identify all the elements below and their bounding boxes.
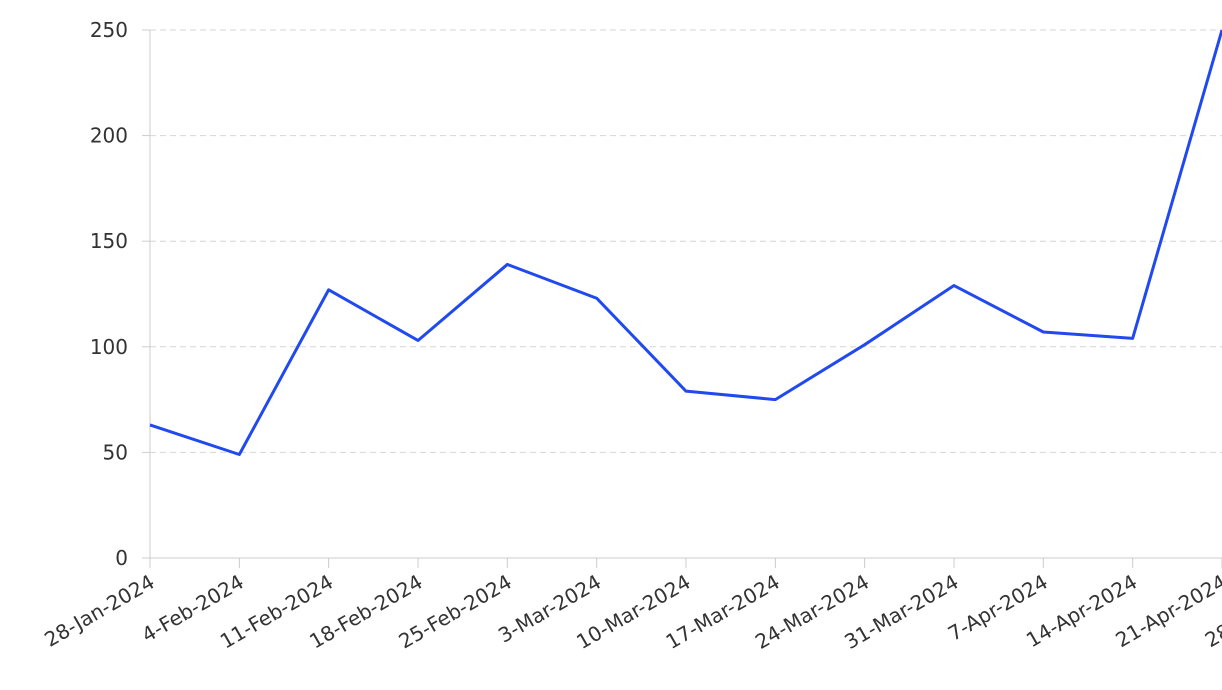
y-tick-label: 150 bbox=[90, 229, 128, 253]
y-tick-label: 250 bbox=[90, 18, 128, 42]
y-tick-label: 50 bbox=[103, 440, 128, 464]
data-line bbox=[149, 29, 1222, 457]
y-tick-label: 0 bbox=[115, 546, 128, 570]
y-tick-label: 100 bbox=[90, 335, 128, 359]
y-tick-label: 200 bbox=[90, 124, 128, 148]
x-tick-label: 28-Jan-2024 bbox=[40, 570, 158, 652]
